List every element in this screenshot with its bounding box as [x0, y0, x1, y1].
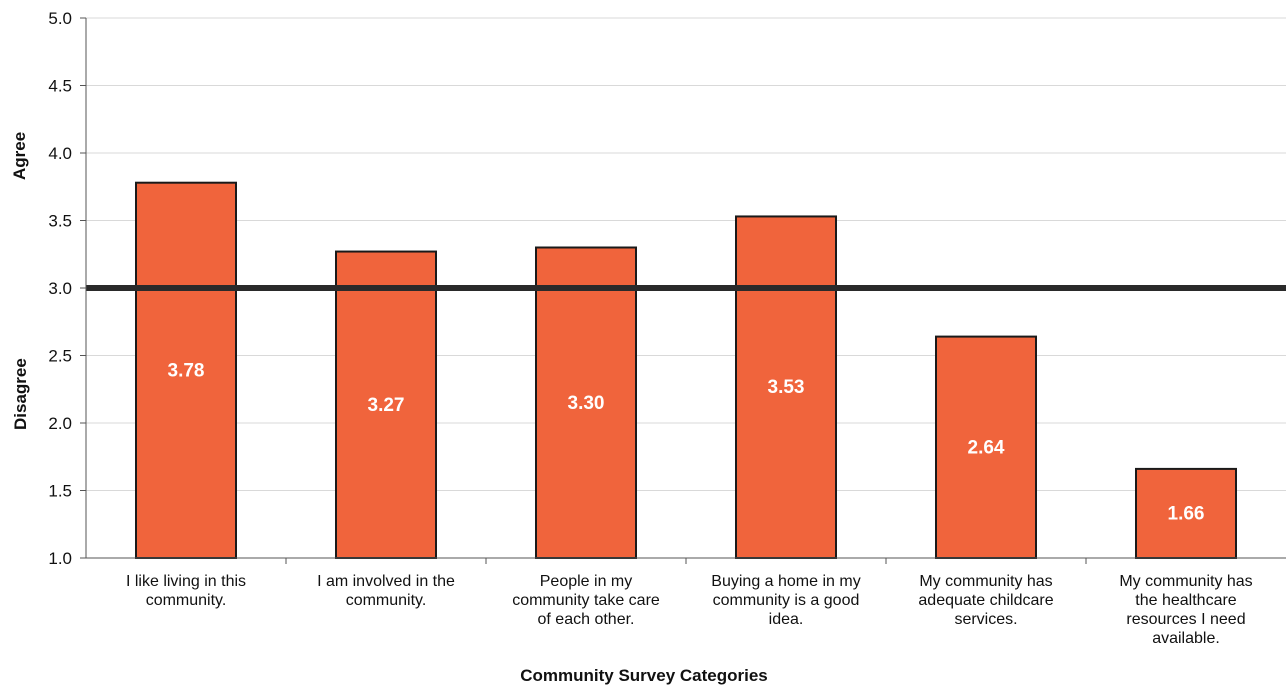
x-tick-label: My community has the healthcare resources …: [1119, 573, 1252, 647]
y-tick-label: 1.0: [48, 549, 72, 568]
x-tick-label-line: I am involved in the: [317, 573, 455, 590]
bar-data-label: 3.53: [768, 377, 805, 398]
x-tick-label-line: My community has: [919, 573, 1052, 590]
x-tick-label-line: adequate childcare: [918, 592, 1053, 609]
x-tick-label-line: community.: [146, 592, 227, 609]
bars: [135, 181, 1237, 560]
x-tick-label: My community has adequate childcare servic…: [918, 573, 1053, 628]
y-tick-label: 2.0: [48, 414, 72, 433]
y-tick-label: 3.5: [48, 212, 72, 231]
x-tick-label-line: resources I need: [1126, 611, 1245, 628]
x-tick-label-line: People in my: [540, 573, 633, 590]
x-tick-label-line: Buying a home in my: [711, 573, 860, 590]
x-tick-label-line: community take care: [512, 592, 660, 609]
x-tick-label-line: available.: [1152, 630, 1220, 647]
y-tick-label: 3.0: [48, 279, 72, 298]
y-axis-label-disagree: Disagree: [11, 358, 30, 430]
x-tick-label-line: I like living in this: [126, 573, 246, 590]
y-tick-label: 4.0: [48, 144, 72, 163]
bar-data-label: 3.78: [168, 360, 205, 381]
data-labels: 3.78 3.27 3.30 3.53 2.64 1.66: [168, 360, 1205, 524]
y-axis-label-agree: Agree: [10, 131, 29, 180]
x-axis-title: Community Survey Categories: [520, 666, 768, 685]
x-tick-label: People in my community take care of each o…: [512, 573, 660, 628]
bar-data-label: 2.64: [968, 437, 1005, 458]
y-tick-label: 2.5: [48, 347, 72, 366]
y-tick-label: 4.5: [48, 77, 72, 96]
x-tick-label-line: idea.: [769, 611, 804, 628]
x-tick-label-line: of each other.: [538, 611, 635, 628]
bar: [535, 246, 637, 559]
y-axis-ticks: 1.0 1.5 2.0 2.5 3.0 3.5 4.0 4.5 5.0: [48, 9, 86, 568]
bar-data-label: 1.66: [1168, 503, 1205, 524]
x-tick-label-line: My community has: [1119, 573, 1252, 590]
x-tick-label-line: services.: [954, 611, 1017, 628]
bar: [1135, 467, 1237, 559]
x-tick-label: I am involved in the community.: [317, 573, 455, 609]
bar-data-label: 3.30: [568, 393, 605, 414]
x-tick-label: I like living in this community.: [126, 573, 246, 609]
x-tick-label-line: the healthcare: [1135, 592, 1237, 609]
y-tick-label: 1.5: [48, 482, 72, 501]
x-tick-label: Buying a home in my community is a good id…: [711, 573, 860, 628]
bar: [135, 181, 237, 559]
y-tick-label: 5.0: [48, 9, 72, 28]
x-tick-label-line: community.: [346, 592, 427, 609]
bar: [335, 250, 437, 560]
x-tick-label-line: community is a good: [713, 592, 860, 609]
bar-data-label: 3.27: [368, 395, 405, 416]
x-axis-category-labels: I like living in this community.I am invo…: [126, 558, 1253, 647]
bar: [935, 335, 1037, 559]
bar: [735, 215, 837, 559]
